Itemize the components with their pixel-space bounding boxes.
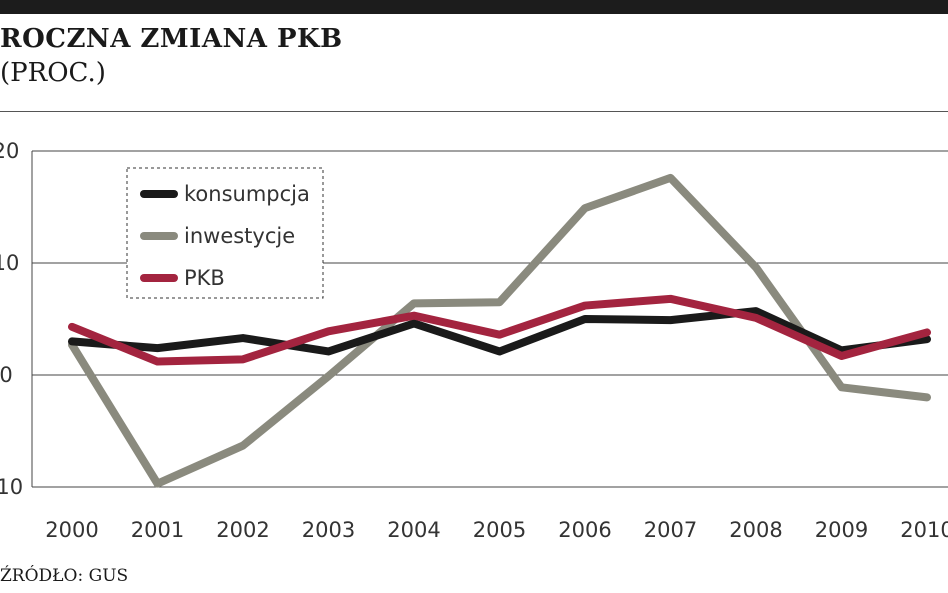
chart-subtitle: (PROC.) (0, 58, 106, 88)
data-point-PKB (926, 331, 928, 334)
data-point-inwestycje (498, 301, 501, 304)
legend-label-PKB: PKB (184, 266, 225, 290)
data-point-inwestycje (840, 386, 843, 389)
data-point-inwestycje (156, 482, 159, 485)
data-point-inwestycje (926, 396, 928, 399)
data-point-inwestycje (242, 444, 244, 447)
x-tick-label: 2002 (216, 518, 269, 542)
x-tick-label: 2001 (131, 518, 184, 542)
data-point-PKB (242, 358, 244, 361)
y-tick-label: 20 (0, 139, 19, 163)
legend-label-inwestycje: inwestycje (184, 224, 295, 248)
data-point-konsumpcja (755, 310, 757, 313)
x-tick-label: 2007 (644, 518, 697, 542)
data-point-konsumpcja (156, 347, 159, 350)
data-point-PKB (498, 333, 501, 336)
data-point-PKB (755, 316, 757, 319)
x-tick-label: 2008 (729, 518, 782, 542)
data-point-konsumpcja (669, 319, 672, 322)
chart-title: ROCZNA ZMIANA PKB (0, 24, 343, 54)
data-point-PKB (156, 360, 159, 363)
top-bar (0, 0, 948, 14)
data-point-PKB (584, 304, 586, 307)
data-point-inwestycje (755, 266, 757, 269)
data-point-inwestycje (584, 207, 586, 210)
x-tick-label: 2000 (45, 518, 98, 542)
y-tick-label: -10 (0, 475, 23, 499)
data-point-inwestycje (669, 176, 672, 179)
x-tick-label: 2003 (302, 518, 355, 542)
data-point-PKB (840, 354, 843, 357)
x-tick-label: 2009 (815, 518, 868, 542)
data-point-konsumpcja (71, 340, 73, 343)
data-point-konsumpcja (413, 322, 415, 325)
header-divider (0, 111, 948, 112)
data-point-konsumpcja (840, 349, 843, 352)
data-point-PKB (413, 314, 415, 317)
data-point-PKB (669, 297, 672, 300)
x-tick-label: 2006 (558, 518, 611, 542)
data-point-konsumpcja (926, 338, 928, 341)
data-point-konsumpcja (327, 350, 330, 353)
x-tick-label: 2010 (900, 518, 948, 542)
legend-label-konsumpcja: konsumpcja (184, 182, 310, 206)
data-point-konsumpcja (498, 350, 501, 353)
data-point-konsumpcja (242, 337, 244, 340)
data-point-konsumpcja (584, 318, 586, 320)
y-tick-label: 0 (0, 363, 13, 387)
y-tick-label: 10 (0, 251, 19, 275)
x-tick-label: 2004 (387, 518, 440, 542)
data-point-PKB (71, 325, 73, 328)
data-point-PKB (327, 330, 330, 333)
data-point-inwestycje (327, 375, 330, 378)
source-note: ŹRÓDŁO: GUS (0, 566, 129, 586)
x-tick-label: 2005 (473, 518, 526, 542)
data-point-inwestycje (413, 302, 415, 305)
